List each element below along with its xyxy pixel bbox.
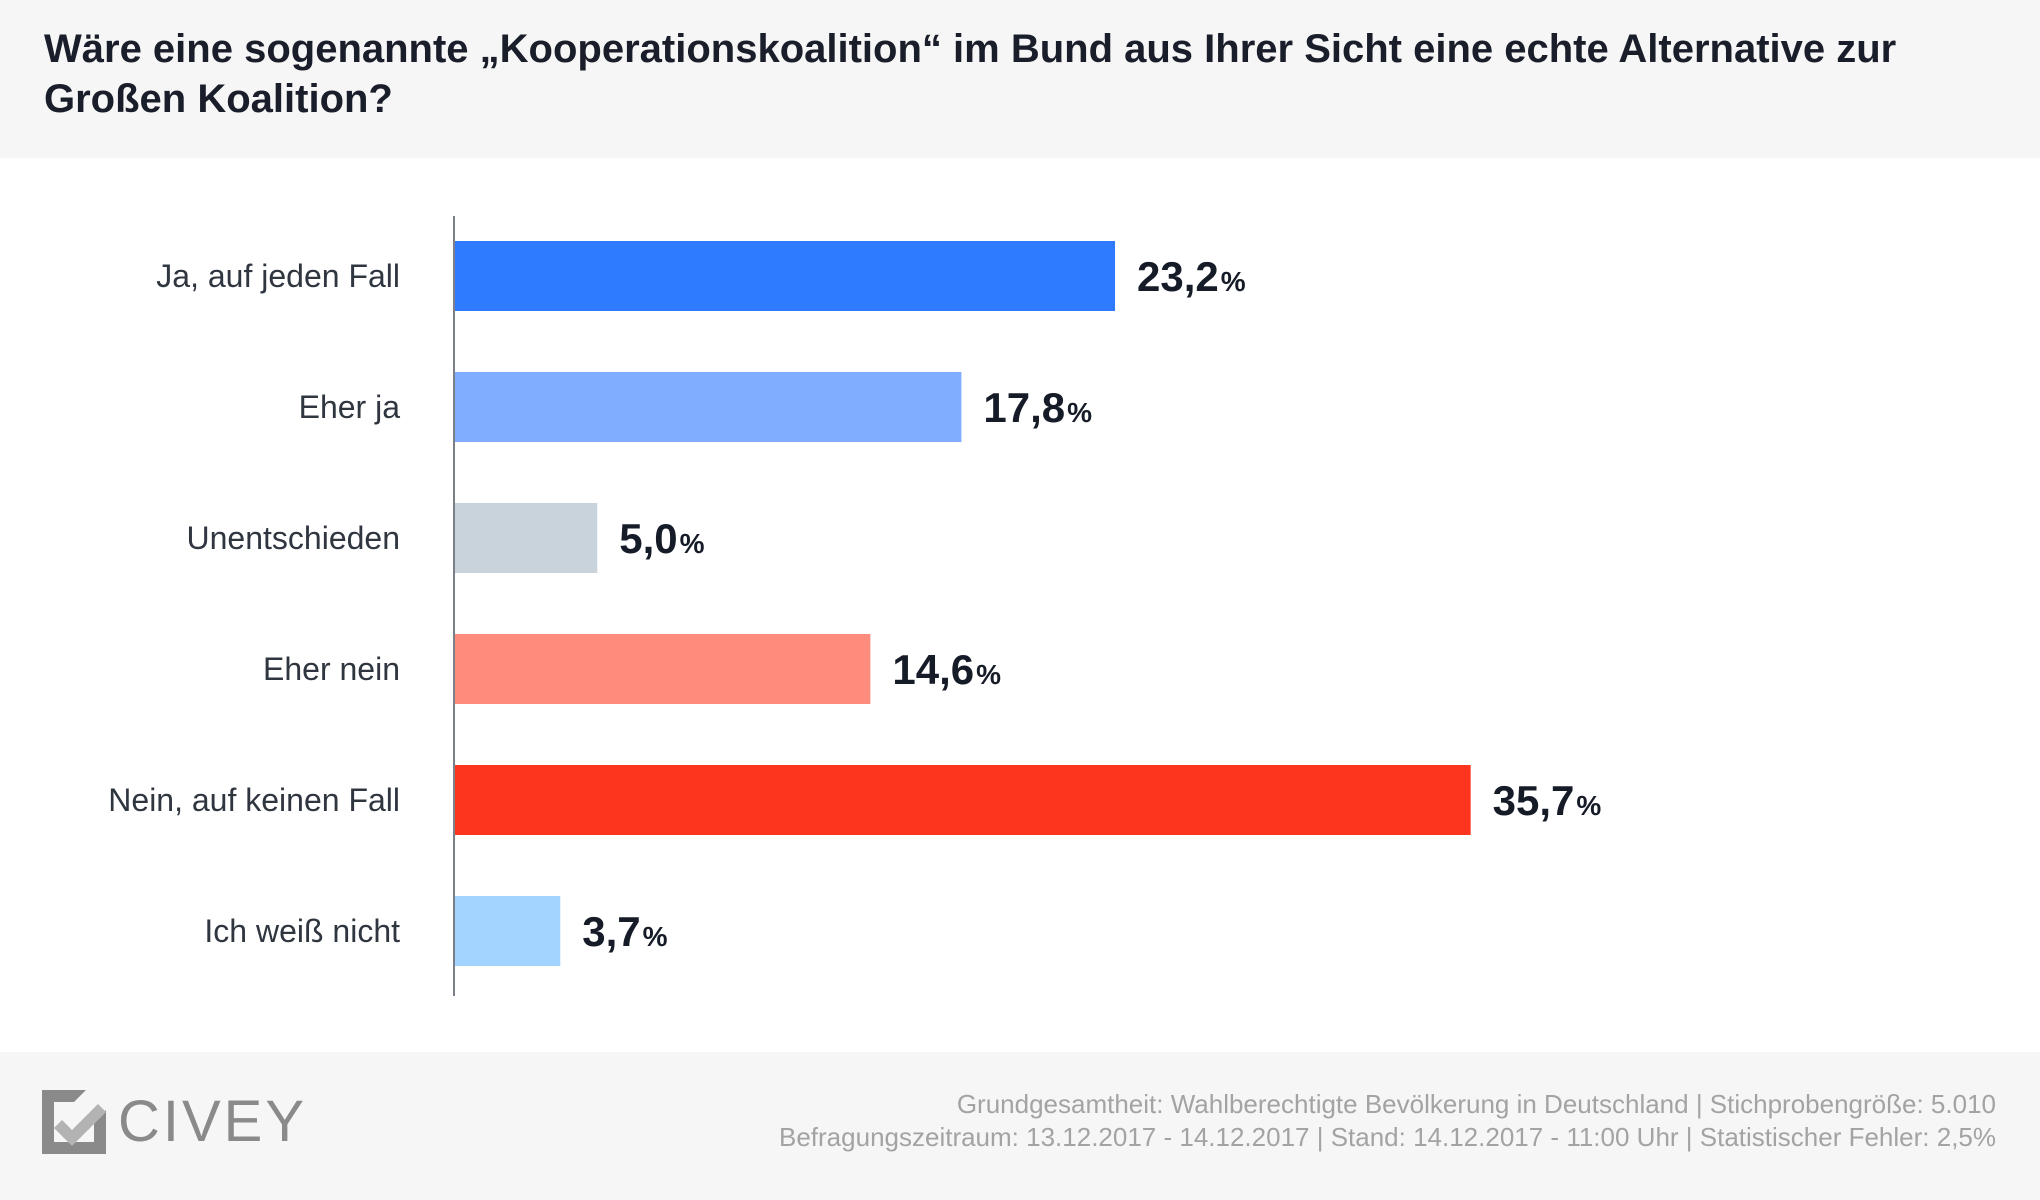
civey-logo: CIVEY	[42, 1090, 307, 1154]
data-label: 35,7%	[1493, 777, 1602, 824]
bar	[455, 896, 561, 966]
data-label-value: 14,6	[892, 646, 974, 693]
data-label: 17,8%	[983, 384, 1092, 431]
chart-title: Wäre eine sogenannte „Kooperationskoalit…	[44, 27, 1897, 121]
bar	[455, 241, 1116, 311]
data-label: 23,2%	[1137, 253, 1246, 300]
data-label-value: 3,7	[582, 908, 640, 955]
data-label-unit: %	[1576, 790, 1601, 821]
logo-wordmark: CIVEY	[118, 1089, 308, 1154]
category-label: Nein, auf keinen Fall	[108, 782, 400, 818]
data-label: 5,0%	[619, 515, 704, 562]
bar	[455, 372, 962, 442]
bar-chart: Ja, auf jeden Fall 23,2% Eher ja 17,8% Unent…	[108, 216, 1601, 996]
category-label: Ja, auf jeden Fall	[156, 258, 400, 294]
data-label-value: 17,8	[983, 384, 1065, 431]
category-label: Eher nein	[263, 651, 400, 687]
data-label-unit: %	[976, 659, 1001, 690]
chart-area: Ja, auf jeden Fall 23,2% Eher ja 17,8% Unent…	[0, 158, 2040, 1052]
category-label: Eher ja	[299, 389, 401, 425]
data-label-value: 23,2	[1137, 253, 1219, 300]
footer: CIVEY Grundgesamtheit: Wahlberechtigte B…	[0, 1052, 2040, 1200]
data-label-unit: %	[1221, 266, 1246, 297]
category-label: Unentschieden	[187, 520, 400, 556]
data-label-unit: %	[680, 528, 705, 559]
bars-group: Ja, auf jeden Fall 23,2% Eher ja 17,8% Unent…	[108, 241, 1601, 966]
civey-logo-icon	[42, 1090, 106, 1154]
data-label-unit: %	[643, 921, 668, 952]
source-note: Grundgesamtheit: Wahlberechtigte Bevölke…	[779, 1088, 1996, 1154]
source-line-population: Grundgesamtheit: Wahlberechtigte Bevölke…	[956, 1089, 1996, 1119]
data-label: 3,7%	[582, 908, 667, 955]
data-label: 14,6%	[892, 646, 1001, 693]
category-label: Ich weiß nicht	[204, 913, 400, 949]
data-label-value: 5,0	[619, 515, 677, 562]
data-label-unit: %	[1067, 397, 1092, 428]
bar	[455, 765, 1471, 835]
bar	[455, 634, 871, 704]
header: Wäre eine sogenannte „Kooperationskoalit…	[0, 0, 2040, 158]
data-label-value: 35,7	[1493, 777, 1575, 824]
source-line-period: Befragungszeitraum: 13.12.2017 - 14.12.2…	[779, 1122, 1996, 1152]
bar	[455, 503, 598, 573]
